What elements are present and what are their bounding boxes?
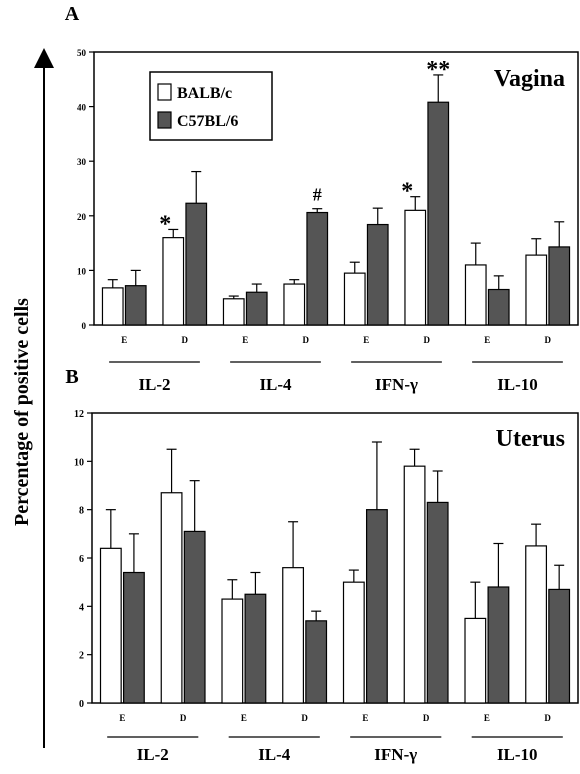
panel-title: Uterus — [496, 426, 565, 452]
y-tick-label: 40 — [77, 103, 87, 113]
bar-balbc — [464, 264, 487, 326]
bar-c57bl6 — [244, 593, 267, 704]
panel-label: B — [65, 366, 78, 388]
panel-b: B 0 2 4 6 8 10 12 E D E D E D E D IL-2 IL-4 IFN-γ IL-10 Uter… — [65, 366, 579, 764]
y-tick-label: 4 — [79, 602, 84, 613]
category-label: D — [301, 713, 308, 723]
group-label: IL-2 — [138, 375, 170, 394]
bar-c57bl6 — [183, 530, 206, 704]
bar-c57bl6 — [487, 288, 510, 326]
group-label: IL-10 — [497, 375, 538, 394]
group-label: IL-4 — [258, 745, 291, 764]
bar-balbc — [283, 283, 306, 326]
category-label: E — [242, 335, 248, 345]
group-label: IFN-γ — [374, 745, 417, 764]
category-label: D — [544, 713, 551, 723]
category-label: E — [362, 713, 368, 723]
category-label: E — [484, 335, 490, 345]
panel-label: A — [65, 3, 80, 25]
bar-c57bl6 — [305, 620, 328, 704]
bar-balbc — [282, 567, 305, 704]
category-label: D — [423, 713, 430, 723]
significance-marker: # — [313, 185, 322, 205]
y-tick-label: 30 — [77, 157, 87, 167]
category-label: D — [180, 713, 187, 723]
category-label: D — [424, 335, 431, 345]
group-label: IL-2 — [137, 745, 169, 764]
y-tick-label: 12 — [74, 409, 84, 420]
legend-swatch — [157, 111, 172, 129]
bar-balbc — [162, 237, 185, 326]
y-tick-label: 10 — [74, 457, 84, 468]
bar-balbc — [221, 598, 244, 704]
y-tick-label: 20 — [77, 212, 87, 222]
y-tick-label: 0 — [79, 699, 84, 710]
category-label: E — [119, 713, 125, 723]
y-tick-label: 2 — [79, 651, 84, 662]
group-label: IL-10 — [497, 745, 538, 764]
bar-c57bl6 — [365, 509, 388, 704]
category-label: E — [241, 713, 247, 723]
legend-label: BALB/c — [177, 85, 232, 102]
bar-c57bl6 — [124, 285, 147, 326]
bar-c57bl6 — [487, 586, 510, 704]
plot-frame — [93, 51, 579, 326]
significance-marker: * — [159, 211, 171, 237]
category-label: E — [484, 713, 490, 723]
legend-box — [149, 71, 273, 141]
group-label: IL-4 — [259, 375, 292, 394]
bar-balbc — [525, 254, 548, 326]
category-label: E — [363, 335, 369, 345]
bar-c57bl6 — [245, 291, 268, 326]
bar-balbc — [101, 287, 124, 326]
bar-balbc — [99, 547, 122, 704]
category-label: E — [121, 335, 127, 345]
legend: BALB/c C57BL/6 — [149, 71, 273, 141]
y-axis-label: Percentage of positive cells — [11, 298, 33, 526]
bar-c57bl6 — [122, 571, 145, 704]
bar-balbc — [464, 617, 487, 704]
bar-balbc — [342, 581, 365, 704]
significance-marker: ** — [426, 57, 450, 83]
bar-balbc — [404, 209, 427, 326]
category-label: D — [303, 335, 310, 345]
category-label: D — [182, 335, 189, 345]
y-tick-label: 6 — [79, 554, 84, 565]
y-tick-label: 10 — [77, 266, 87, 276]
bar-c57bl6 — [548, 588, 571, 704]
panel-title: Vagina — [494, 66, 565, 92]
y-tick-label: 0 — [82, 321, 87, 331]
legend-swatch — [157, 83, 172, 101]
bar-balbc — [343, 272, 366, 326]
group-label: IFN-γ — [375, 375, 418, 394]
significance-marker: * — [401, 179, 413, 205]
legend-label: C57BL/6 — [177, 113, 238, 130]
bar-balbc — [525, 545, 548, 704]
bar-c57bl6 — [185, 202, 208, 326]
category-label: D — [545, 335, 552, 345]
bar-c57bl6 — [366, 223, 389, 326]
bar-c57bl6 — [426, 501, 449, 704]
bar-balbc — [222, 298, 245, 326]
bar-balbc — [160, 492, 183, 704]
y-tick-label: 50 — [77, 48, 87, 58]
bar-c57bl6 — [427, 101, 450, 326]
bar-c57bl6 — [306, 211, 329, 326]
bar-balbc — [403, 465, 426, 704]
y-tick-label: 8 — [79, 506, 84, 517]
bar-c57bl6 — [548, 246, 571, 326]
